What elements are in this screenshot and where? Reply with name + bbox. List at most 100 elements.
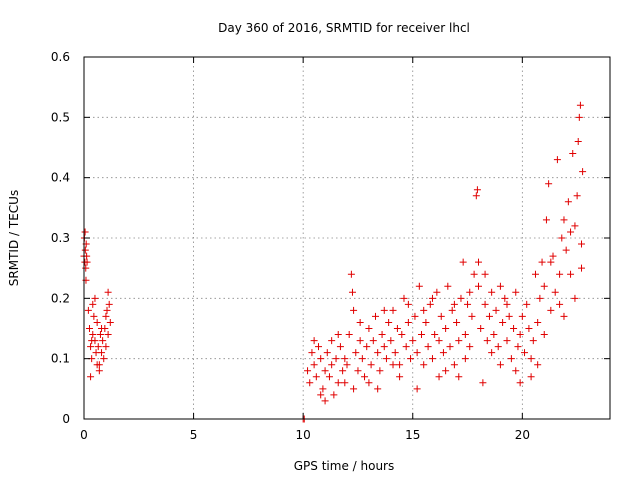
data-point: [516, 379, 524, 387]
data-point: [341, 355, 349, 363]
data-point: [540, 331, 548, 339]
data-point: [319, 385, 327, 393]
data-point: [473, 186, 481, 194]
data-point: [494, 343, 502, 351]
data-point: [468, 312, 476, 320]
data-point: [472, 192, 480, 200]
data-point: [358, 355, 366, 363]
data-point: [442, 325, 450, 332]
data-point: [382, 355, 390, 363]
data-point: [385, 318, 393, 326]
data-point: [545, 180, 553, 188]
data-point: [470, 270, 478, 278]
data-point: [387, 337, 395, 345]
data-point: [106, 318, 114, 326]
data-point: [374, 385, 382, 393]
data-point: [348, 288, 356, 296]
data-point: [534, 318, 542, 326]
y-tick-label: 0: [62, 412, 70, 426]
data-point: [521, 349, 529, 357]
data-point: [317, 355, 325, 363]
data-point: [578, 264, 586, 272]
data-point: [453, 318, 461, 326]
data-point: [437, 312, 445, 320]
data-point: [407, 355, 415, 363]
data-point: [418, 331, 426, 339]
data-point: [393, 325, 401, 332]
data-point: [85, 325, 93, 332]
data-point: [81, 228, 89, 236]
data-points: [80, 101, 587, 423]
data-point: [531, 270, 539, 278]
data-point: [369, 337, 377, 345]
data-point: [503, 300, 511, 308]
data-point: [87, 343, 95, 351]
data-point: [455, 337, 463, 345]
data-point: [534, 361, 542, 369]
data-point: [549, 252, 557, 260]
data-point: [336, 343, 344, 351]
data-point: [380, 306, 388, 314]
data-point: [420, 361, 428, 369]
data-point: [518, 312, 526, 320]
data-point: [428, 355, 436, 363]
data-point: [413, 385, 421, 393]
data-point: [510, 325, 518, 332]
data-point: [380, 343, 388, 351]
data-point: [464, 300, 472, 308]
y-axis: 0 0.1 0.2 0.3 0.4 0.5 0.6: [51, 50, 610, 426]
data-point: [444, 282, 452, 290]
data-point: [547, 258, 555, 266]
data-point: [492, 306, 500, 314]
data-point: [352, 349, 360, 357]
x-axis-title: GPS time / hours: [294, 459, 395, 473]
data-point: [475, 282, 482, 290]
data-point: [103, 306, 111, 314]
data-point: [304, 367, 312, 375]
data-point: [571, 222, 579, 230]
data-point: [105, 300, 113, 308]
data-point: [83, 258, 91, 266]
data-point: [310, 337, 318, 345]
data-point: [420, 306, 428, 314]
data-point: [87, 373, 95, 381]
data-point: [461, 331, 469, 339]
data-point: [542, 216, 550, 224]
data-point: [350, 306, 358, 314]
data-point: [490, 331, 498, 339]
y-tick-label: 0.3: [51, 231, 70, 245]
chart-title: Day 360 of 2016, SRMTID for receiver lhc…: [218, 21, 470, 35]
data-point: [413, 349, 421, 357]
data-point: [91, 294, 99, 302]
data-point: [361, 373, 369, 381]
data-point: [98, 349, 106, 357]
data-point: [446, 343, 454, 351]
data-point: [306, 379, 314, 387]
data-point: [564, 198, 572, 206]
data-point: [378, 331, 386, 339]
data-point: [512, 367, 520, 375]
data-point: [411, 312, 419, 320]
data-point: [371, 312, 379, 320]
y-tick-label: 0.4: [51, 171, 70, 185]
data-point: [404, 318, 412, 326]
y-tick-label: 0.1: [51, 352, 70, 366]
data-point: [578, 240, 586, 248]
data-point: [560, 312, 568, 320]
data-point: [332, 355, 340, 363]
data-point: [422, 318, 430, 326]
data-point: [553, 156, 561, 164]
data-point: [365, 325, 373, 332]
data-point: [339, 367, 347, 375]
data-point: [350, 385, 358, 393]
data-point: [496, 361, 504, 369]
data-point: [396, 373, 404, 381]
data-point: [540, 282, 548, 290]
data-point: [308, 349, 316, 357]
data-point: [442, 367, 450, 375]
data-point: [475, 258, 482, 266]
data-point: [323, 349, 331, 357]
data-point: [84, 306, 92, 314]
data-point: [367, 361, 375, 369]
